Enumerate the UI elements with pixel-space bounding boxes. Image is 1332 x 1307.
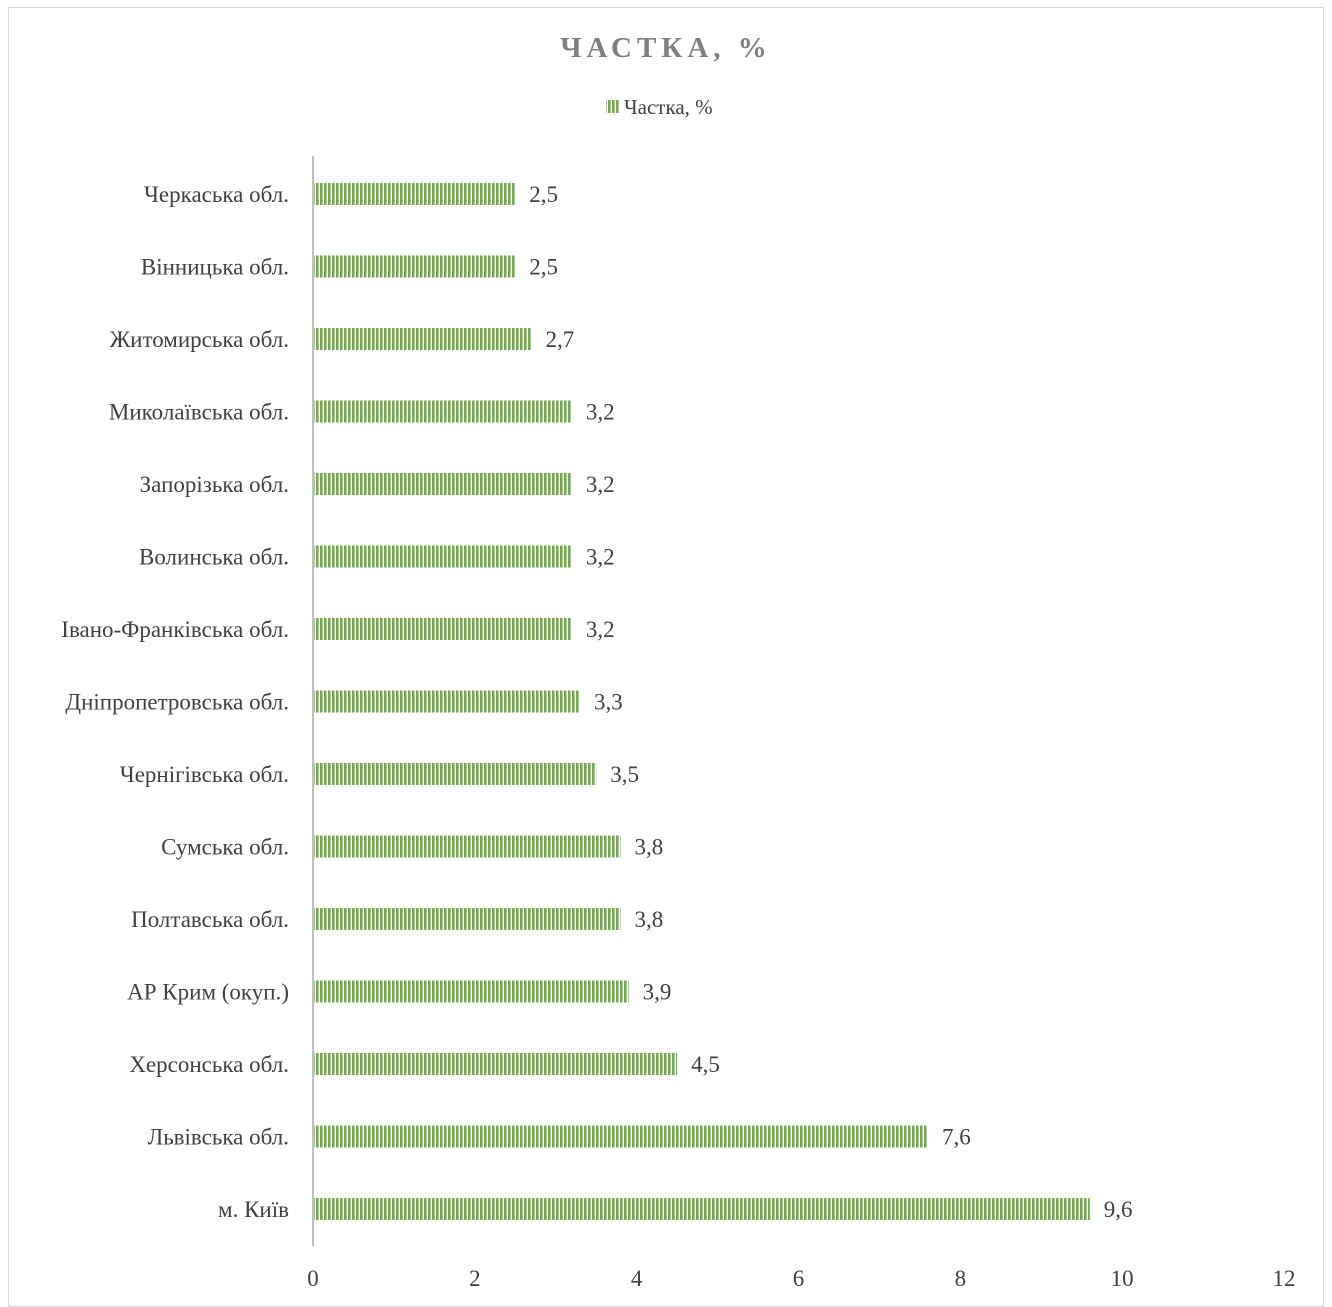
- x-tick-label: 0: [307, 1266, 319, 1291]
- bar: [314, 835, 621, 858]
- legend-swatch: [606, 100, 619, 113]
- bar: [314, 400, 572, 423]
- legend-label: Частка, %: [624, 95, 713, 119]
- x-tick-label: 6: [793, 1266, 805, 1291]
- data-label: 3,2: [586, 617, 615, 642]
- data-label: 2,5: [529, 255, 558, 280]
- bar: [314, 1053, 678, 1075]
- bar: [314, 618, 572, 640]
- data-label: 7,6: [942, 1125, 971, 1150]
- data-label: 3,8: [634, 835, 663, 860]
- category-label: Івано-Франківська обл.: [61, 617, 289, 642]
- category-label: Вінницька обл.: [141, 255, 289, 280]
- chart-title: ЧАСТКА, %: [560, 32, 772, 64]
- bar: [314, 473, 572, 495]
- category-label: Запорізька обл.: [140, 472, 289, 497]
- bar: [314, 908, 621, 930]
- x-tick-label: 2: [469, 1266, 481, 1291]
- data-label: 4,5: [691, 1052, 720, 1077]
- bar: [314, 1125, 928, 1148]
- category-label: АР Крим (окуп.): [127, 980, 289, 1005]
- bar: [314, 763, 597, 785]
- category-label: Волинська обл.: [139, 545, 289, 570]
- category-label: Дніпропетровська обл.: [65, 690, 289, 715]
- category-label: Миколаївська обл.: [109, 400, 289, 425]
- bar: [314, 183, 516, 205]
- x-tick-label: 8: [955, 1266, 967, 1291]
- data-label: 3,3: [594, 690, 623, 715]
- data-label: 3,2: [586, 472, 615, 497]
- bar: [314, 328, 532, 350]
- data-label: 3,9: [643, 980, 672, 1005]
- bar: [314, 980, 629, 1003]
- bar: [314, 690, 581, 713]
- data-label: 3,2: [586, 545, 615, 570]
- category-label: Херсонська обл.: [129, 1052, 289, 1077]
- category-label: Черкаська обл.: [144, 182, 289, 207]
- bar: [314, 545, 572, 568]
- data-label: 2,5: [529, 182, 558, 207]
- legend: Частка, %: [606, 95, 713, 119]
- category-label: м. Київ: [218, 1197, 289, 1222]
- bar: [314, 255, 516, 278]
- bar: [314, 1198, 1090, 1220]
- data-label: 3,2: [586, 400, 615, 425]
- category-label: Сумська обл.: [161, 835, 289, 860]
- category-label: Житомирська обл.: [110, 327, 289, 352]
- x-tick-label: 12: [1273, 1266, 1296, 1291]
- data-label: 3,8: [634, 907, 663, 932]
- category-label: Чернігівська обл.: [120, 762, 289, 787]
- category-label: Львівська обл.: [148, 1125, 289, 1150]
- x-tick-label: 4: [631, 1266, 643, 1291]
- data-label: 2,7: [545, 327, 574, 352]
- data-label: 3,5: [610, 762, 639, 787]
- category-label: Полтавська обл.: [131, 907, 289, 932]
- x-tick-label: 10: [1111, 1266, 1134, 1291]
- data-label: 9,6: [1104, 1197, 1133, 1222]
